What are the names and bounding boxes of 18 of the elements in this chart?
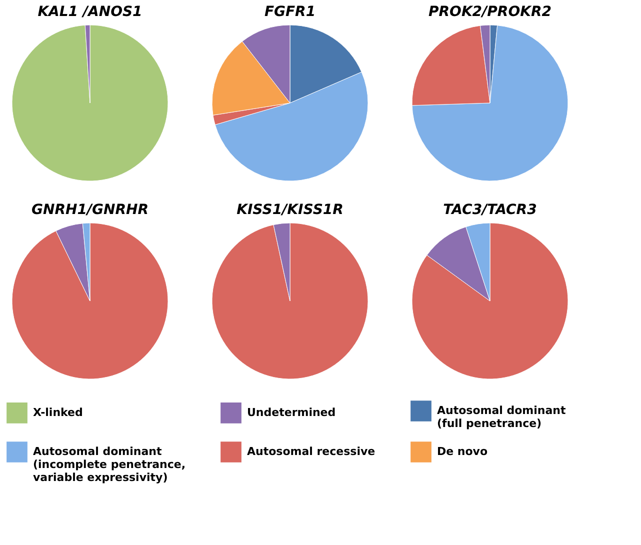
pie-slice [412, 222, 568, 380]
legend-label: Autosomal dominant (incomplete penetrance, variable expressivity) [33, 445, 186, 484]
chart-title: PROK2/PROKR2 [428, 4, 552, 20]
legend-label: Autosomal recessive [247, 445, 376, 458]
legend-label: Undetermined [247, 406, 336, 419]
chart-title: KAL1 /ANOS1 [38, 4, 142, 20]
legend-label: De novo [437, 445, 488, 458]
pie-slice [12, 24, 168, 182]
chart-title: TAC3/TACR3 [443, 202, 537, 218]
chart-title: GNRH1/GNRHR [31, 202, 149, 218]
legend-label: X-linked [33, 406, 83, 419]
pie-slice [12, 222, 168, 380]
chart-title: KISS1/KISS1R [236, 202, 344, 218]
chart-title: FGFR1 [264, 4, 316, 20]
pie-slice [412, 25, 568, 182]
legend-label: Autosomal dominant (full penetrance) [437, 404, 566, 430]
pie-slice [212, 222, 368, 380]
pie-slice [426, 226, 490, 302]
